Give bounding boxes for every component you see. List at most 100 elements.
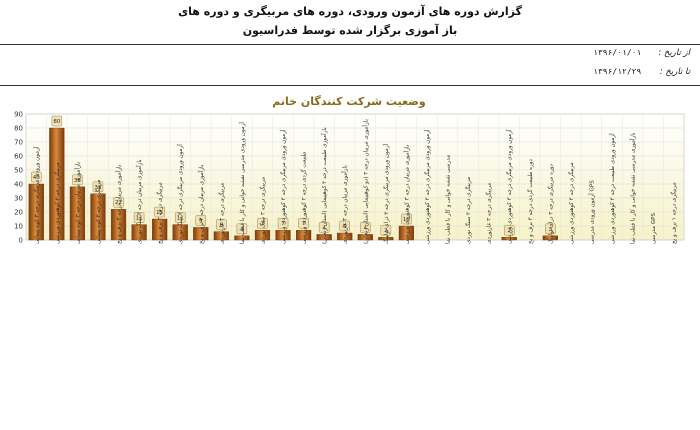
y-axis: 0 10 20 30 40 50 60 70 80 90 — [14, 111, 23, 245]
to-date-label: تا تاریخ : — [659, 67, 690, 77]
data-label-box — [216, 219, 227, 230]
data-label-box — [31, 171, 42, 183]
bar — [69, 186, 86, 241]
bar — [90, 193, 106, 241]
y-tick-label: 10 — [14, 223, 23, 231]
data-label: 2 — [507, 228, 511, 234]
x-tick-label: آزمون ورودی مدرسی نقشه خوانی و کار با قط… — [239, 122, 246, 244]
data-label-box — [236, 223, 248, 235]
x-tick-label: آزمون ورودی مربیگری درجه ۳ کوهنوردی ورزش… — [279, 129, 287, 244]
y-tick-label: 60 — [14, 153, 23, 161]
data-label-box — [380, 224, 392, 236]
data-label: 6 — [220, 223, 224, 229]
y-tick-label: 80 — [14, 125, 23, 133]
to-date-value: ۱۳۹۶/۱۲/۲۹ — [593, 67, 642, 76]
x-tick-label: GPS مدرسی — [651, 213, 657, 244]
data-label-box — [195, 215, 207, 226]
data-label: 11 — [136, 216, 143, 222]
data-label-box — [72, 174, 83, 186]
x-tick-label: GPS آزمون ورودی مدرسی — [588, 180, 595, 244]
data-label: 3 — [240, 227, 244, 233]
header-divider — [0, 44, 700, 45]
x-tick-label: آزمون ورودی مربیگری درجه ۳ سنگ نوردی — [176, 144, 184, 244]
bar — [337, 232, 353, 241]
from-date-row: از تاریخ : ۱۳۹۶/۰۱/۰۱ — [593, 48, 690, 62]
bar — [213, 231, 229, 241]
data-label: 5 — [343, 224, 347, 230]
bar — [378, 236, 394, 241]
data-label: 15 — [156, 210, 163, 216]
grid-lines — [25, 113, 685, 241]
x-tick-label: آزمون ورودی مربیگری درجه ۳ کوهنوردی ورزش… — [423, 129, 431, 244]
x-tick-label: بازآموزی مربیان درجه ۳ کوه پیمایی — [74, 161, 81, 244]
data-label-box — [277, 217, 289, 229]
data-label-box — [257, 217, 268, 229]
data-label: 11 — [177, 216, 184, 222]
bar — [110, 208, 127, 241]
x-tick-label: مربیگری درجه ۳ سنگ نوردی — [258, 177, 266, 244]
x-tick-label: طبیعت گردی درجه ۳ کوهنوردی ورزشی — [300, 151, 308, 244]
data-label: 7 — [281, 221, 285, 227]
data-label-box — [51, 115, 63, 127]
data-label-box — [174, 212, 186, 223]
data-label-box — [113, 196, 124, 208]
x-tick-label: مربیگری درجه ۳ غارنوردی — [217, 183, 225, 244]
x-tick-label: دوره طبیعت گردی درجه ۳ برف و یخ — [526, 159, 534, 244]
bar — [234, 235, 250, 241]
x-tick-label: آزمون ورودی مربیگری درجه ۳ کوهنوردی ورزش… — [505, 129, 513, 244]
x-tick-label: بازآموزی طبیعت درجه ۳ کوهپیمایی (استان ز… — [321, 127, 328, 244]
y-tick-label: 40 — [14, 181, 23, 189]
to-date-row: تا تاریخ : ۱۳۹۶/۱۲/۲۹ — [593, 67, 690, 81]
bar — [398, 225, 415, 241]
report-title-line2: باز آموزی برگزار شده توسط فدراسیون — [242, 24, 458, 37]
x-tick-label: آزمون ورودی مربیگری درجه ۳ درای تولینگ — [382, 143, 390, 244]
data-label-box — [92, 181, 104, 193]
x-axis-labels: آزمون ورودی مربیگری درجه ۳ کوه پیمایی مرب… — [32, 119, 677, 244]
x-tick-label: مربیگری درجه ۳ کوهنوردی ورزشی — [53, 162, 61, 244]
x-tick-label: آزمون ورودی مربیگری درجه ۳ کوه پیمایی — [32, 146, 40, 244]
bar — [501, 236, 517, 241]
data-label-box — [339, 220, 350, 232]
bar — [49, 127, 65, 241]
from-date-value: ۱۳۹۶/۰۱/۰۱ — [593, 48, 642, 57]
bar — [542, 235, 558, 241]
data-label: 80 — [53, 119, 60, 125]
x-tick-label: آزمون ورودی طبیعت درجه ۳ کوهنوردی ورزشی — [609, 133, 616, 244]
x-tick-label: مدرسی نقشه خوانی و کار با قطب نما — [445, 155, 452, 244]
x-tick-label: مربیگری درجه ۳ برف و یخ — [156, 182, 164, 244]
x-tick-label: مربیگری درجه ۳ کوهنوردی ورزشی — [567, 162, 575, 244]
data-label: 22 — [115, 200, 122, 206]
x-tick-label: مربیگری درجه ۳ کوه پیمایی — [94, 179, 102, 244]
from-date-label: از تاریخ : — [658, 48, 690, 58]
y-tick-label: 0 — [19, 237, 23, 245]
data-label-box — [318, 222, 330, 233]
data-label: 38 — [74, 178, 81, 184]
y-tick-label: 20 — [14, 209, 23, 217]
data-label: 4 — [322, 225, 326, 231]
bar — [172, 224, 188, 241]
x-tick-label: بازآموزی مدرسی نقشه خوانی و کار با قطب ن… — [630, 132, 637, 244]
bar — [193, 227, 209, 241]
bar-chart: وضعیت شرکت کنندگان خانم 0 10 20 30 40 50 60 70 8… — [14, 95, 685, 245]
data-label: 4 — [364, 225, 368, 231]
data-label: 33 — [94, 185, 101, 191]
data-label-box — [401, 213, 412, 225]
bar — [28, 183, 44, 241]
data-label: 40 — [33, 175, 40, 181]
bar — [357, 234, 373, 241]
dates-divider — [0, 85, 700, 86]
x-tick-label: مربیگری درجه ۳ غارنوردی — [485, 183, 493, 244]
y-tick-label: 90 — [14, 111, 23, 119]
bar — [254, 229, 271, 241]
data-label-box — [298, 217, 309, 229]
bar — [152, 218, 168, 241]
data-label: 9 — [199, 218, 203, 224]
data-label: 3 — [549, 227, 553, 233]
y-tick-label: 70 — [14, 139, 23, 147]
bar — [316, 234, 332, 241]
data-label: 7 — [261, 221, 265, 227]
data-label: 2 — [384, 228, 388, 234]
data-label: 10 — [403, 217, 410, 223]
x-tick-label: بازآموزی مربیان درجه ۲ برف و یخ — [198, 164, 205, 244]
bar — [275, 229, 291, 241]
